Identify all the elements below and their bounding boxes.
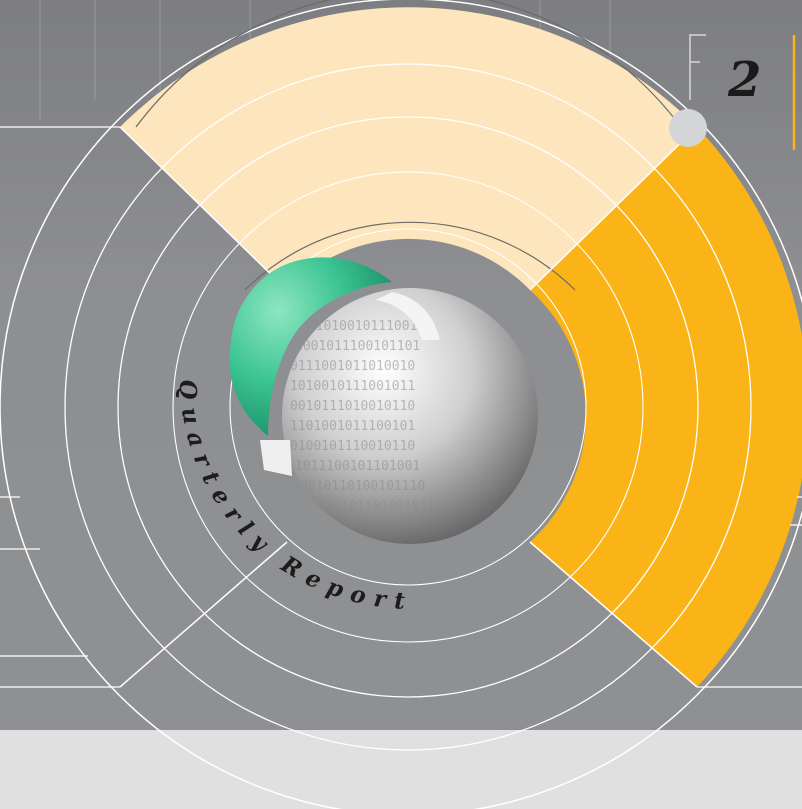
svg-text:1010010111001011: 1010010111001011 bbox=[290, 379, 415, 394]
svg-text:0110100101110010: 0110100101110010 bbox=[300, 319, 425, 334]
diagonal-dividers bbox=[119, 126, 698, 688]
quarter-number: 2 bbox=[727, 52, 761, 108]
svg-text:0010110100101110: 0010110100101110 bbox=[300, 479, 425, 494]
right-quadrant-band bbox=[530, 127, 802, 687]
svg-text:0111001011010010: 0111001011010010 bbox=[290, 359, 415, 374]
green-cap-icon bbox=[229, 257, 392, 436]
corner-dot-icon bbox=[669, 109, 707, 147]
footer-band bbox=[0, 730, 802, 809]
binary-globe-icon: 0110100101110010 1001011100101101 011100… bbox=[260, 288, 538, 544]
svg-text:0010111010010110: 0010111010010110 bbox=[290, 399, 415, 414]
svg-text:0100101110010110: 0100101110010110 bbox=[290, 439, 415, 454]
corner-marker bbox=[669, 34, 796, 150]
top-quadrant-band bbox=[120, 7, 697, 291]
svg-text:1100101101001011: 1100101101001011 bbox=[310, 499, 435, 514]
svg-text:1011100101101001: 1011100101101001 bbox=[295, 459, 420, 474]
inner-ring-accents bbox=[135, 0, 682, 291]
svg-text:1001011100101101: 1001011100101101 bbox=[295, 339, 420, 354]
svg-text:1101001011100101: 1101001011100101 bbox=[290, 419, 415, 434]
